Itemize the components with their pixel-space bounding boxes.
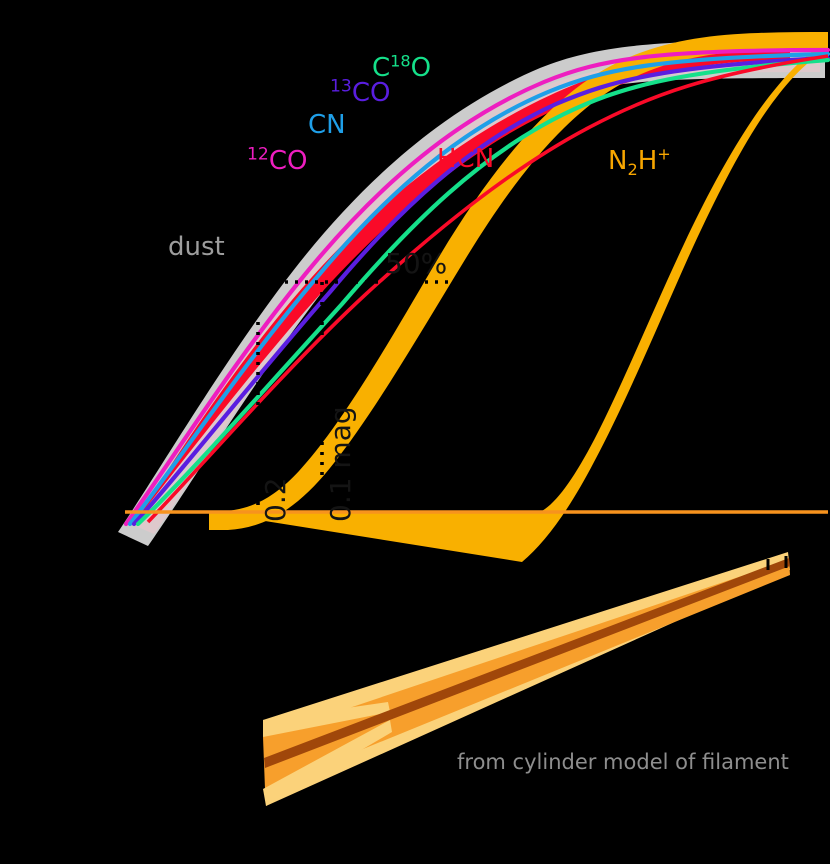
filament-mid-body [263,560,790,789]
label-12co-superscript: 12 [247,144,269,165]
label-hcn: HCN [437,146,494,172]
label-mag-0-2: 0.2 [259,477,292,522]
filament-waist-upper [263,702,390,737]
label-cylinder-note-text: from cylinder model of filament [457,750,789,774]
filament-core-spine [264,558,790,768]
label-13co-superscript: 13 [330,76,352,97]
curve-c18o [135,57,830,527]
label-hcn-text: HCN [437,144,495,174]
label-c18o-superscript: 18 [390,51,411,71]
label-mag-0-2-text: 0.2 [259,477,292,522]
curve-hcn-edge [146,54,829,524]
label-cn-text: CN [308,110,346,140]
curve-cn [127,51,830,527]
label-12co-text: CO [268,146,308,176]
label-13co-text: CO [351,78,391,108]
label-mag-0-1: 0.1 mag [324,406,357,522]
label-c18o: C18O [372,53,432,83]
label-dust: dust [168,234,225,260]
label-n2h-mid: H [637,146,658,176]
label-cn: CN [308,112,346,138]
n2h-band-primary [209,32,828,530]
label-c18o-lead: C [372,53,391,83]
label-c18o-tail: O [410,53,432,83]
filament-waist-lower [263,720,392,806]
label-13co: 13CO [330,78,391,108]
label-50-percent-text: 50% [385,247,448,280]
curve-12co [123,47,830,527]
label-dust-text: dust [168,232,225,262]
dotted-guides [245,280,490,512]
tracer-curves [123,47,830,527]
label-50-percent: 50% [385,250,447,278]
label-n2h-subscript: 2 [627,160,638,180]
label-12co: 12CO [247,146,308,176]
label-mag-0-1-text: 0.1 mag [324,406,357,522]
filament-inset [263,552,790,806]
label-n2h-superscript: + [657,144,671,164]
label-n2h-lead: N [608,146,628,176]
curve-13co [131,55,830,527]
label-n2h: N2H+ [608,146,671,178]
label-cylinder-note: from cylinder model of filament [457,752,789,773]
